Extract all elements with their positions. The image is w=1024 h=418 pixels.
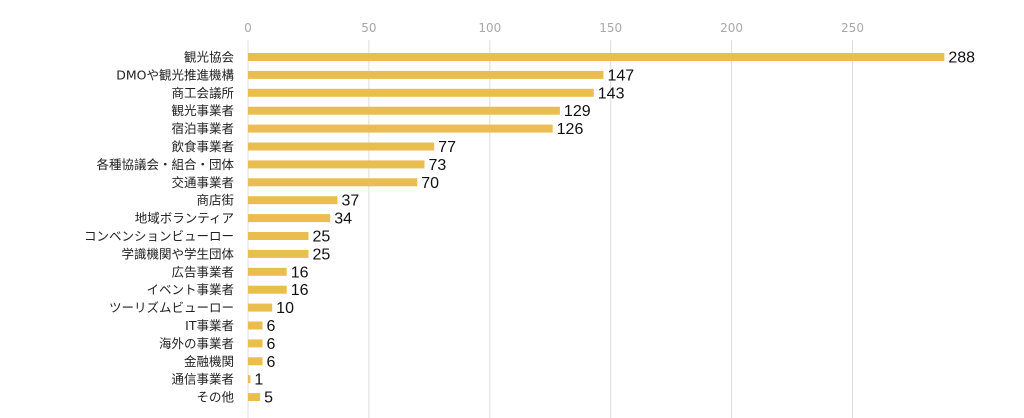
category-label: 学識機関や学生団体: [121, 246, 234, 261]
value-label: 143: [598, 85, 625, 102]
x-tick-label: 150: [599, 21, 622, 35]
bar: [248, 88, 594, 97]
bar: [248, 393, 261, 402]
value-label: 1: [254, 372, 263, 389]
bar: [248, 321, 263, 330]
category-label: その他: [196, 390, 234, 405]
value-label: 16: [291, 264, 309, 281]
category-label: DMOや観光推進機構: [116, 67, 234, 82]
category-label: IT事業者: [185, 318, 234, 333]
bar: [248, 70, 604, 79]
value-label: 10: [276, 300, 294, 317]
category-label: 観光事業者: [171, 103, 234, 118]
bars: [248, 53, 945, 402]
value-label: 77: [438, 139, 456, 156]
bar: [248, 178, 418, 187]
value-label: 5: [264, 390, 273, 407]
category-labels: 観光協会 DMOや観光推進機構商工会議所観光事業者宿泊事業者飲食事業者各種協議会・…: [84, 50, 235, 405]
category-label: 飲食事業者: [171, 139, 234, 154]
category-label: 交通事業者: [171, 175, 234, 190]
value-label: 6: [267, 336, 276, 353]
bar: [248, 196, 338, 205]
bar: [248, 249, 309, 258]
bar: [248, 267, 287, 276]
category-label: 観光協会: [184, 50, 235, 65]
value-label: 25: [312, 229, 330, 246]
bar: [248, 106, 560, 115]
category-label: 商店街: [196, 193, 234, 208]
value-label: 34: [334, 211, 352, 228]
value-label: 25: [312, 246, 330, 263]
value-label: 126: [557, 121, 584, 138]
category-label: ツーリズムビューロー: [109, 300, 234, 315]
value-label: 6: [267, 318, 276, 335]
category-label: 各種協議会・組合・団体: [96, 157, 234, 172]
value-label: 37: [341, 193, 359, 210]
category-label: 通信事業者: [171, 372, 234, 387]
bar: [248, 285, 287, 294]
category-label: 金融機関: [184, 354, 234, 369]
x-tick-label: 50: [361, 21, 376, 35]
value-label: 70: [421, 175, 439, 192]
value-label: 147: [607, 67, 634, 84]
bar: [248, 53, 945, 61]
value-label: 6: [267, 354, 276, 371]
category-label: コンベンションビューロー: [84, 229, 234, 244]
x-tick-label: 100: [478, 21, 501, 35]
category-label: 広告事業者: [171, 264, 234, 279]
x-tick-label: 200: [720, 21, 743, 35]
value-label: 129: [564, 103, 591, 120]
grid-lines: [247, 40, 853, 418]
bar: [248, 303, 273, 312]
value-label: 73: [429, 157, 447, 174]
category-label: 商工会議所: [171, 85, 234, 100]
value-label: 16: [291, 282, 309, 299]
category-label: 海外の事業者: [159, 336, 234, 351]
category-label: イベント事業者: [146, 282, 234, 297]
category-label: 宿泊事業者: [171, 121, 234, 136]
bar: [248, 142, 435, 151]
bar: [248, 339, 263, 348]
x-tick-label: 0: [244, 21, 252, 35]
bar: [248, 160, 425, 169]
value-label: 288: [948, 50, 975, 67]
bar: [248, 375, 251, 384]
category-label: 地域ボランティア: [135, 211, 234, 226]
bar: [248, 214, 331, 223]
bar: [248, 232, 309, 240]
bar: [248, 357, 263, 366]
x-tick-label: 250: [841, 21, 864, 35]
x-axis-ticks: 0 50 100 150 200 250: [244, 21, 864, 35]
bar: [248, 124, 553, 133]
